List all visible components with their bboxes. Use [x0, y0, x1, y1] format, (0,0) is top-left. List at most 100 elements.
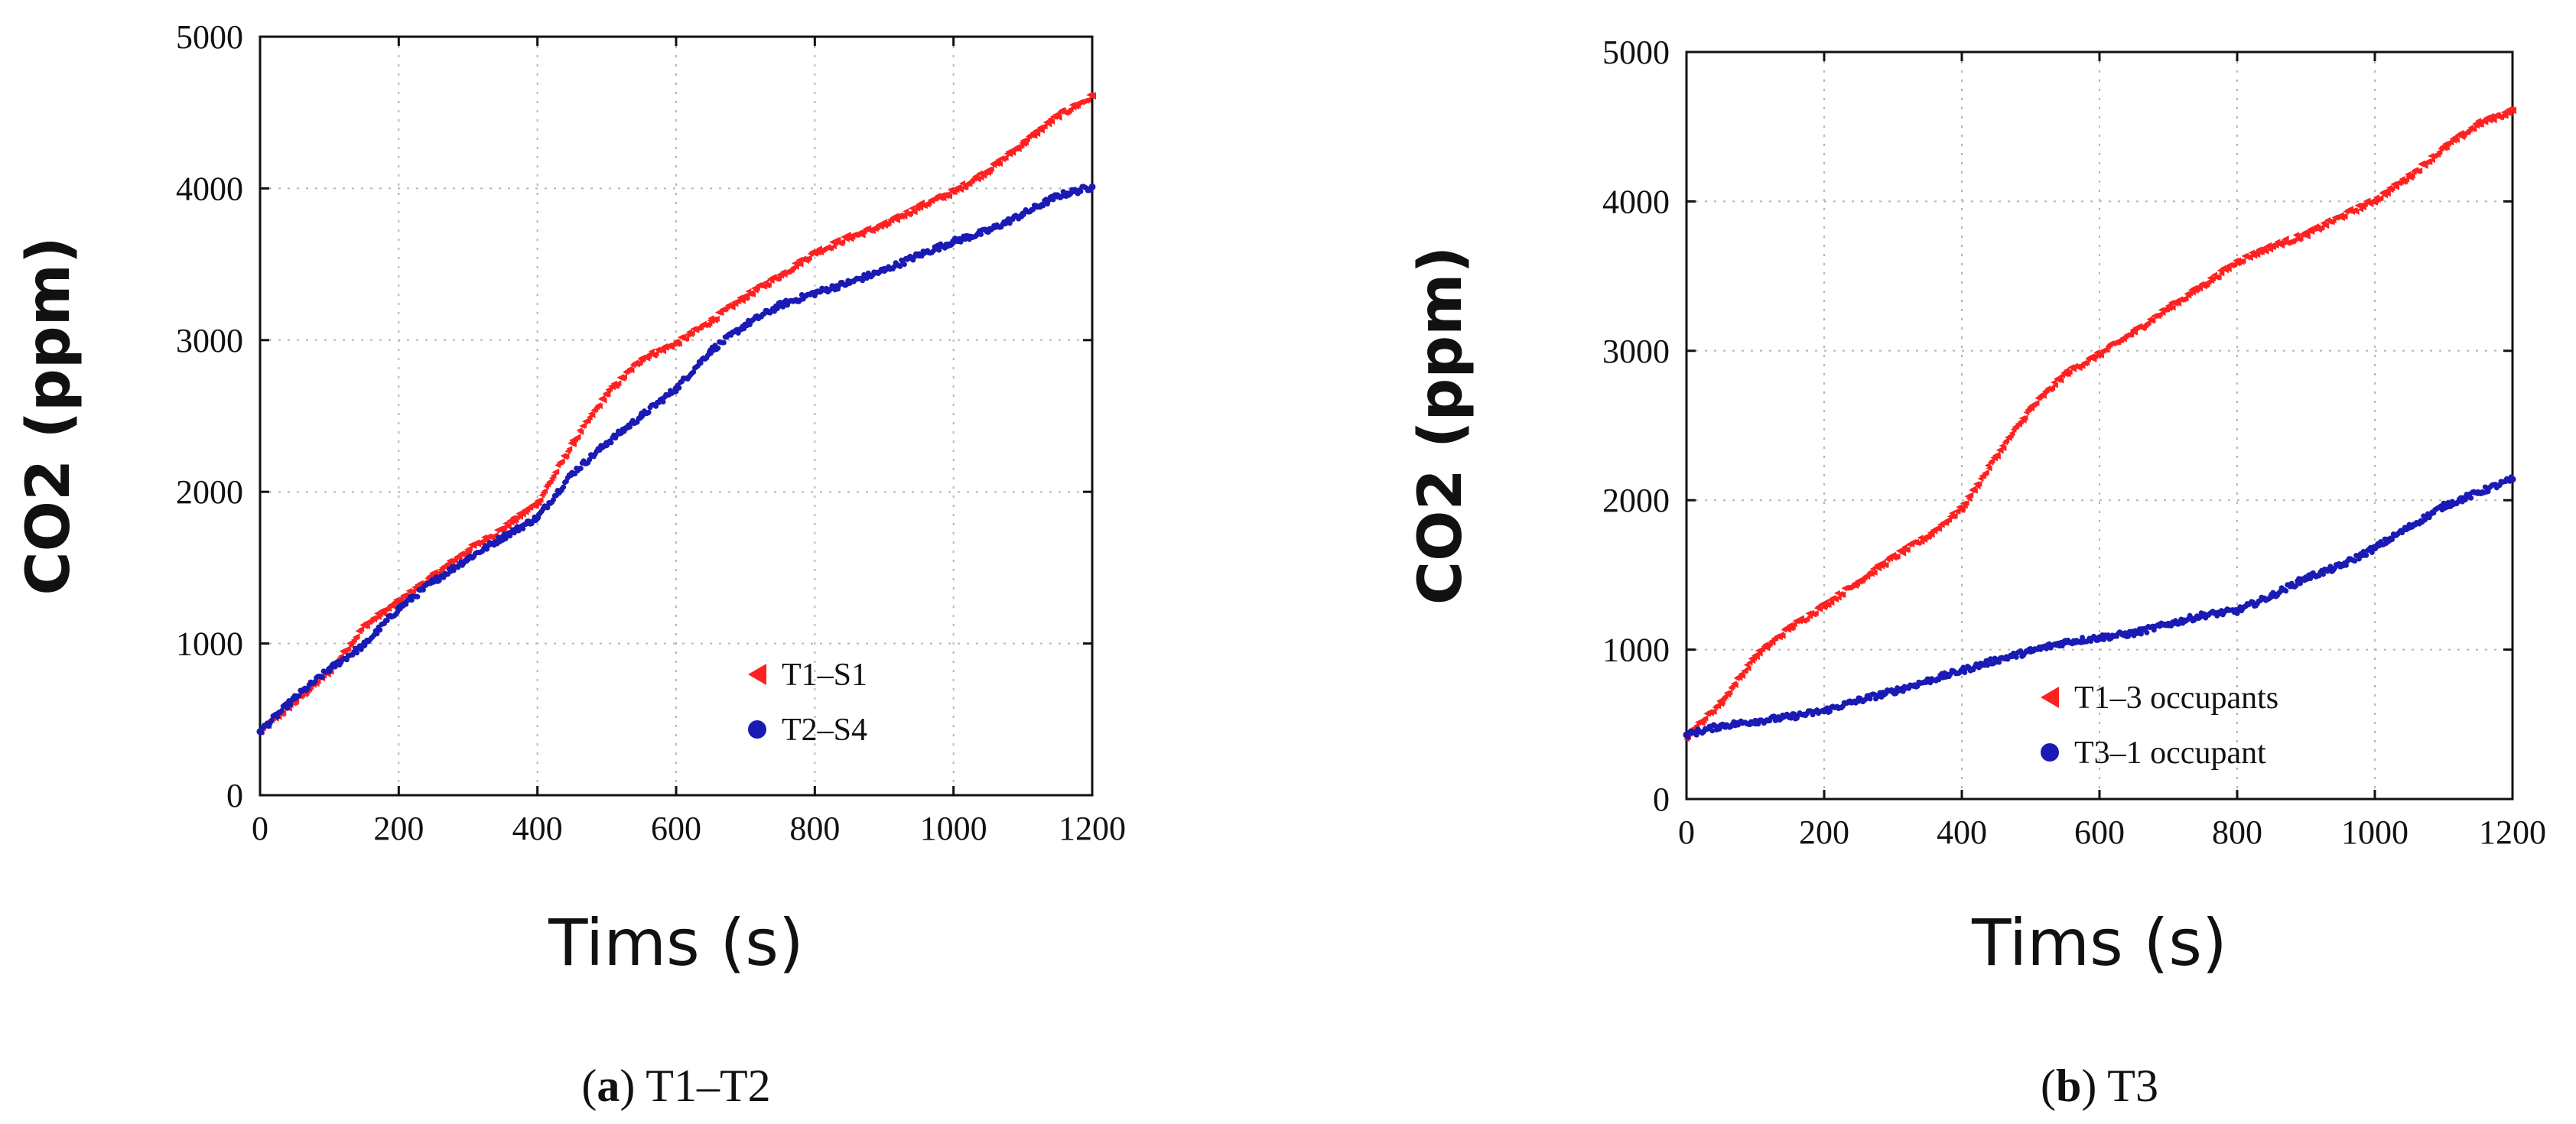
- trace-dot: [2262, 248, 2269, 255]
- trace-dot: [805, 255, 812, 262]
- data-point: [1958, 503, 1966, 512]
- data-point: [707, 317, 715, 325]
- trace-dot: [646, 409, 652, 415]
- trace-dot: [946, 193, 952, 200]
- data-point: [2268, 592, 2275, 599]
- trace-dot: [550, 473, 557, 479]
- trace-dot: [739, 297, 746, 304]
- y-tick-label: 3000: [1602, 333, 1670, 370]
- data-point: [360, 621, 368, 629]
- trace-dot: [2033, 399, 2040, 406]
- trace-dot: [1046, 121, 1052, 128]
- data-point: [1683, 731, 1690, 739]
- data-point: [2268, 242, 2275, 251]
- trace-dot: [2436, 148, 2443, 155]
- trace-dot: [1988, 656, 1993, 662]
- trace-dot: [1739, 673, 1746, 680]
- data-point: [1786, 713, 1794, 721]
- data-point: [2474, 489, 2482, 496]
- trace-dot: [1732, 682, 1738, 689]
- trace-dot: [2393, 184, 2400, 190]
- y-tick-label: 5000: [1602, 34, 1670, 71]
- data-point: [1992, 451, 2000, 460]
- data-point: [2130, 327, 2138, 336]
- trace-dot: [2090, 356, 2097, 362]
- data-point: [1717, 697, 1725, 706]
- data-point: [430, 577, 437, 585]
- trace-dot: [1756, 650, 1763, 657]
- data-point: [845, 232, 854, 241]
- trace-dot: [2049, 385, 2056, 391]
- data-point: [326, 665, 333, 673]
- trace-dot: [280, 710, 287, 716]
- y-tick-label: 2000: [176, 473, 243, 511]
- trace-dot: [577, 428, 584, 435]
- trace-dot: [2239, 258, 2246, 265]
- trace-dot: [2103, 346, 2110, 353]
- trace-dot: [1049, 118, 1055, 125]
- data-point: [2199, 612, 2207, 619]
- data-point: [2302, 574, 2310, 582]
- trace-dot: [621, 373, 627, 380]
- trace-dot: [894, 217, 900, 224]
- data-point: [2474, 119, 2482, 128]
- data-point: [811, 248, 819, 256]
- trace-dot: [566, 445, 573, 452]
- data-point: [984, 227, 992, 235]
- data-point: [291, 694, 298, 702]
- trace-dot: [377, 627, 383, 633]
- trace-dot: [2389, 185, 2395, 192]
- trace-dot: [574, 434, 581, 440]
- data-point: [2233, 257, 2241, 265]
- trace-dot: [691, 369, 697, 375]
- caption-letter: a: [597, 1061, 620, 1111]
- data-point: [1855, 577, 1862, 585]
- data-point: [2061, 638, 2069, 646]
- y-axis-title: CO2 (ppm): [1407, 246, 1475, 605]
- data-point: [1751, 717, 1759, 725]
- data-point: [2405, 172, 2413, 180]
- trace-dot: [389, 603, 396, 610]
- trace-dot: [312, 679, 318, 685]
- x-tick-label: 1200: [2479, 814, 2546, 851]
- data-point: [915, 203, 923, 211]
- trace-dot: [520, 525, 526, 531]
- data-point: [1820, 707, 1828, 715]
- trace-dot: [2218, 270, 2225, 277]
- y-tick-label: 0: [1653, 781, 1670, 818]
- trace-dot: [901, 262, 907, 268]
- trace-dot: [938, 192, 945, 199]
- trace-dot: [563, 453, 570, 460]
- trace-dot: [2321, 571, 2326, 577]
- trace-dot: [1967, 492, 1974, 499]
- x-tick-label: 800: [2212, 814, 2262, 851]
- series-1: [1683, 474, 2516, 740]
- trace-dot: [2149, 317, 2156, 324]
- series-1: [256, 183, 1096, 736]
- trace-dot: [1900, 550, 1907, 557]
- trace-dot: [558, 458, 565, 465]
- series-trace: [257, 92, 1094, 735]
- x-tick-label: 1000: [2341, 814, 2408, 851]
- trace-dot: [2080, 635, 2085, 641]
- trace-dot: [2482, 119, 2489, 125]
- x-tick-label: 1200: [1059, 810, 1126, 847]
- trace-dot: [319, 674, 325, 681]
- trace-dot: [275, 713, 281, 720]
- trace-dot: [577, 466, 584, 472]
- data-point: [811, 289, 818, 297]
- trace-dot: [1963, 499, 1969, 506]
- trace-dot: [581, 422, 587, 429]
- data-point: [464, 545, 472, 554]
- trace-dot: [936, 247, 942, 253]
- legend-marker-triangle: [748, 664, 766, 685]
- data-point: [1054, 192, 1062, 200]
- trace-dot: [2246, 255, 2253, 262]
- trace-dot: [1947, 513, 1953, 520]
- data-point: [2233, 607, 2241, 615]
- data-point: [741, 292, 750, 300]
- data-point: [2027, 648, 2034, 655]
- trace-dot: [1060, 189, 1066, 195]
- trace-dot: [839, 239, 846, 245]
- data-point: [1992, 656, 2000, 664]
